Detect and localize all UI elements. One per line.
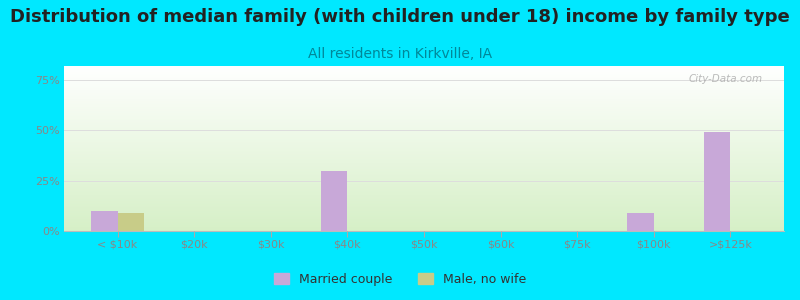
Text: City-Data.com: City-Data.com — [688, 74, 762, 84]
Bar — [321, 171, 347, 231]
Bar — [118, 213, 145, 231]
Legend: Married couple, Male, no wife: Married couple, Male, no wife — [269, 268, 531, 291]
Bar — [627, 213, 654, 231]
Text: Distribution of median family (with children under 18) income by family type: Distribution of median family (with chil… — [10, 8, 790, 26]
Bar — [91, 211, 118, 231]
Text: All residents in Kirkville, IA: All residents in Kirkville, IA — [308, 46, 492, 61]
Bar — [703, 132, 730, 231]
